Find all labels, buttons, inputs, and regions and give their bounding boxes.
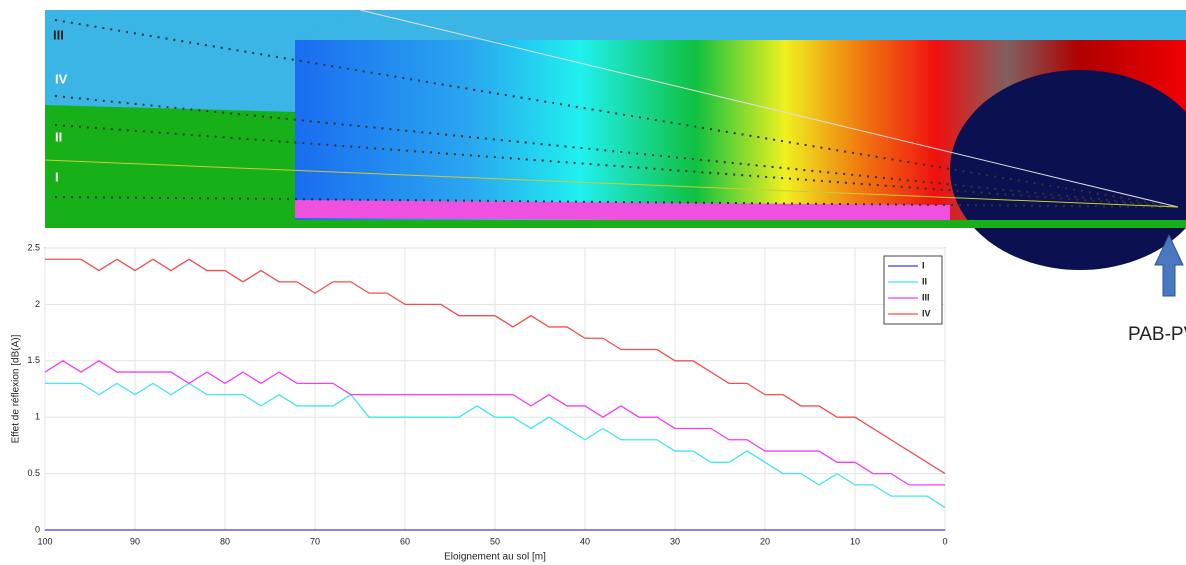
sky-top <box>295 10 1186 40</box>
x-tick-label: 20 <box>760 536 770 546</box>
x-tick-label: 0 <box>942 536 947 546</box>
source-zone <box>950 70 1186 270</box>
legend-label: III <box>922 292 930 302</box>
y-tick-label: 0.5 <box>27 468 40 478</box>
chart: Eloignement au sol [m] Effet de réflexio… <box>11 242 948 562</box>
x-tick-label: 70 <box>310 536 320 546</box>
ray-label: IV <box>55 71 68 86</box>
series-line <box>45 382 946 508</box>
y-tick-label: 1.5 <box>27 355 40 365</box>
legend-label: I <box>922 260 925 270</box>
legend-label: II <box>922 276 927 286</box>
ray-label: I <box>55 169 59 184</box>
source-label: PAB-PV <box>1128 324 1186 345</box>
x-tick-label: 80 <box>220 536 230 546</box>
near-ground <box>295 200 950 222</box>
y-axis-label: Effet de réflexion [dB(A)] <box>11 334 22 443</box>
scene: III IV II I PAB-PV <box>44 9 1186 345</box>
x-axis-label: Eloignement au sol [m] <box>444 552 546 563</box>
ground <box>45 105 295 228</box>
x-tick-label: 50 <box>490 536 500 546</box>
legend-box <box>883 255 943 325</box>
ground-strip <box>45 220 1186 228</box>
source-arrow <box>1154 233 1184 297</box>
series-line <box>44 360 945 486</box>
x-tick-label: 40 <box>580 536 590 546</box>
ray-label: III <box>53 27 64 42</box>
y-tick-label: 0 <box>35 524 40 534</box>
series-line <box>45 258 946 475</box>
ray-label: II <box>55 129 62 144</box>
x-tick-label: 90 <box>130 536 140 546</box>
x-tick-label: 100 <box>37 536 52 546</box>
x-tick-label: 10 <box>850 536 860 546</box>
y-tick-label: 2.5 <box>27 242 40 252</box>
ray-line <box>44 159 1179 208</box>
y-tick-label: 2 <box>35 299 40 309</box>
legend-label: IV <box>922 308 931 318</box>
ray <box>54 196 1179 208</box>
ray-line <box>359 9 1179 208</box>
x-tick-label: 60 <box>400 536 410 546</box>
y-tick-label: 1 <box>35 412 40 422</box>
ray <box>54 19 1179 208</box>
x-tick-label: 30 <box>670 536 680 546</box>
